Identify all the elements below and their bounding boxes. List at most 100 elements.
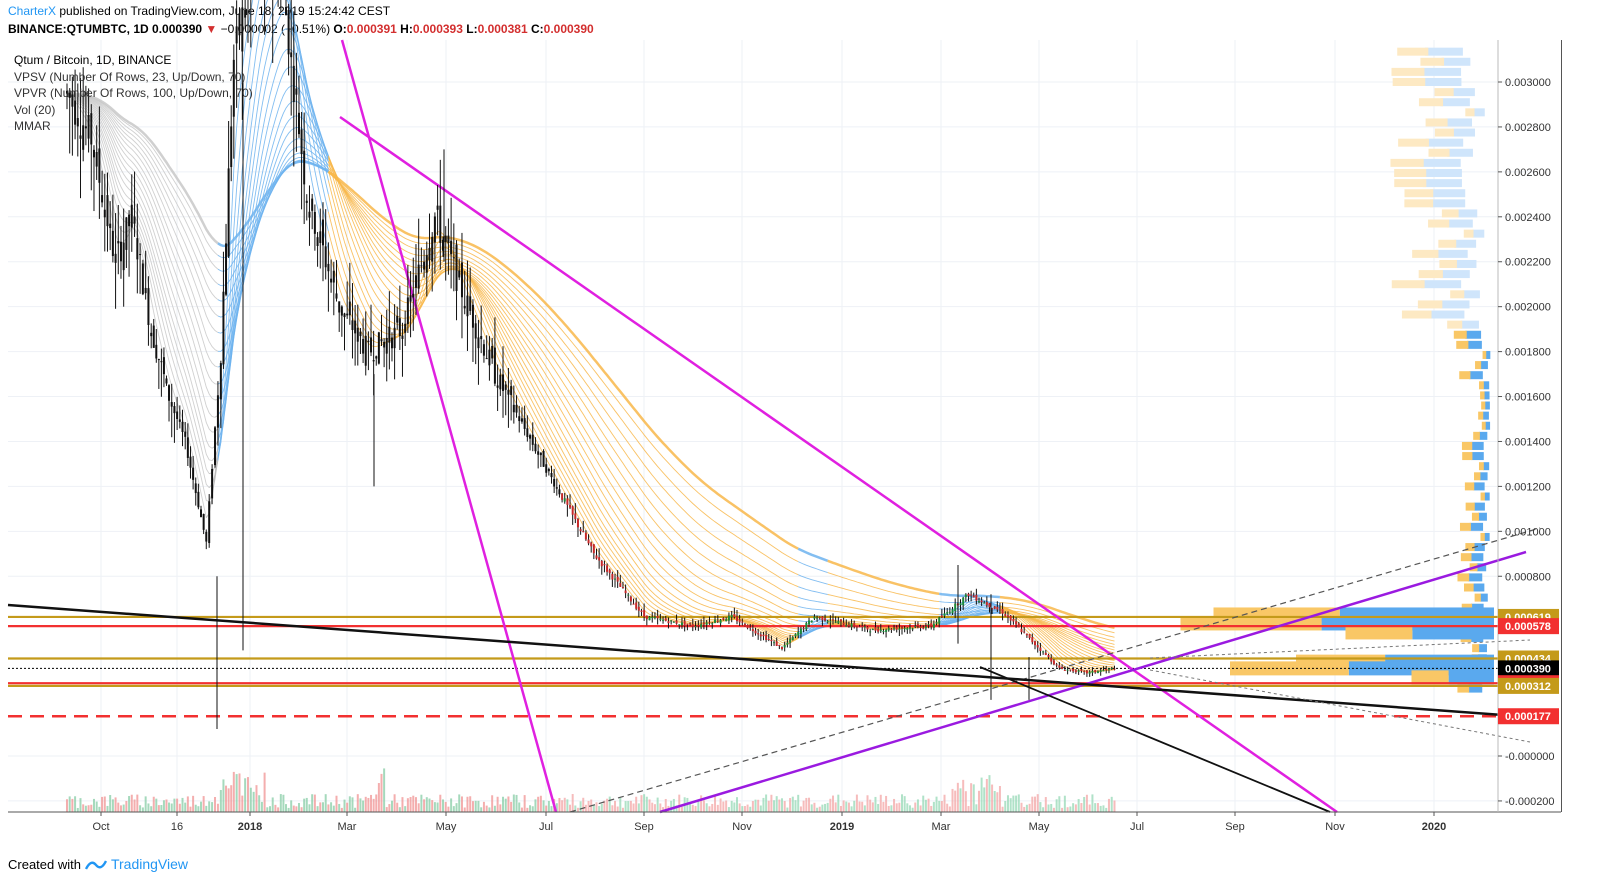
candle-body <box>324 246 327 268</box>
vpsv-row-down <box>1398 138 1429 147</box>
legend-title[interactable]: Qtum / Bitcoin, 1D, BINANCE <box>14 53 172 67</box>
volume-bar <box>678 794 681 812</box>
candle-body <box>608 569 611 574</box>
volume-bar <box>1025 804 1028 812</box>
candle-body <box>1017 623 1020 628</box>
mmar-line-3-2 <box>209 456 219 475</box>
volume-bar <box>504 798 507 812</box>
mmar-line-0-2 <box>131 227 207 518</box>
vpsv-row-up <box>1424 47 1463 56</box>
mmar-line-16-7 <box>999 606 1115 638</box>
volume-bar <box>808 797 811 812</box>
volume-bar <box>103 796 106 812</box>
volume-bar <box>335 795 338 812</box>
candle-body <box>736 616 739 622</box>
volume-bar <box>452 806 455 812</box>
volume-bar <box>998 786 1001 812</box>
candle-body <box>853 622 856 627</box>
volume-bar <box>222 779 225 812</box>
high-value: 0.000393 <box>412 22 463 36</box>
volume-bar <box>985 779 988 812</box>
volume-bar <box>523 795 526 812</box>
candle-body <box>510 386 513 395</box>
volume-bar <box>829 798 832 812</box>
vpsv-row-up <box>1472 229 1485 238</box>
legend-indicator-vpvr[interactable]: VPVR (Number Of Rows, 100, Up/Down, 70) <box>14 86 253 100</box>
candle-body <box>847 624 850 627</box>
volume-bar <box>810 804 813 812</box>
candle-body <box>691 624 694 627</box>
volume-bar <box>954 790 957 812</box>
candle-body <box>553 478 556 487</box>
candle-body <box>700 624 703 628</box>
candle-body <box>584 532 587 540</box>
candle-body <box>789 638 792 643</box>
candle-body <box>189 456 192 468</box>
volume-bar <box>230 785 233 812</box>
candle-body <box>292 65 295 103</box>
vpsv-row-down <box>1464 583 1474 592</box>
candle-body <box>200 509 203 518</box>
candle-body <box>946 612 949 614</box>
volume-bar <box>189 806 192 812</box>
volume-bar <box>303 798 306 812</box>
legend-indicator-vpsv[interactable]: VPSV (Number Of Rows, 23, Up/Down, 70) <box>14 69 246 84</box>
mmar-line-10-1 <box>66 92 219 368</box>
volume-bar <box>147 803 150 812</box>
volume-bar <box>821 804 824 812</box>
vpsv-row-down <box>1392 78 1426 86</box>
vpsv-row-down <box>1480 391 1485 400</box>
candle-body <box>119 241 122 262</box>
candle-body <box>802 628 805 630</box>
candle-body <box>442 239 445 251</box>
tradingview-brand[interactable]: TradingView <box>110 856 189 872</box>
volume-bar <box>643 794 646 812</box>
volume-bar <box>139 805 142 812</box>
candle-body <box>555 487 558 489</box>
legend-indicator-mmar[interactable]: MMAR <box>14 119 51 133</box>
volume-bar <box>354 807 357 812</box>
volume-bar <box>940 801 943 812</box>
vpsv-row-up <box>1420 280 1462 289</box>
legend-indicator-vol[interactable]: Vol (20) <box>14 102 56 117</box>
candle-body <box>152 325 155 348</box>
volume-bar <box>988 775 991 812</box>
volume-bar <box>95 801 98 812</box>
candle-body <box>295 88 298 95</box>
volume-bar <box>290 800 293 812</box>
candle-body <box>433 216 436 243</box>
candle-body <box>147 288 150 325</box>
price-tag-label-5: 0.000312 <box>1505 681 1551 693</box>
candle-body <box>600 560 603 567</box>
volume-bar <box>1001 806 1004 812</box>
volume-bar <box>746 804 749 812</box>
candle-body <box>1113 668 1116 670</box>
volume-bar <box>311 794 314 812</box>
volume-bar <box>725 800 728 812</box>
candle-body <box>141 263 144 295</box>
vpsv-row-up <box>1484 401 1490 410</box>
volume-bar <box>178 803 181 812</box>
candle-body <box>401 335 404 339</box>
candle-body <box>71 94 74 107</box>
volume-bar <box>547 800 550 812</box>
candle-body <box>743 623 746 627</box>
candle-body <box>499 374 502 390</box>
volume-bar <box>708 806 711 812</box>
candle-body <box>87 115 90 139</box>
candle-body <box>667 621 670 624</box>
candle-body <box>232 59 235 117</box>
candle-body <box>924 626 927 629</box>
candle-body <box>186 437 189 458</box>
candle-body <box>139 254 142 256</box>
author-link[interactable]: CharterX <box>8 4 57 18</box>
candle-body <box>645 615 648 620</box>
volume-bar <box>951 788 954 812</box>
volume-bar <box>150 806 153 812</box>
trendline-black-falling <box>979 666 1331 813</box>
volume-bar <box>635 796 638 812</box>
candle-body <box>547 468 550 472</box>
mmar-line-13-5 <box>827 610 940 623</box>
candle-body <box>367 340 370 343</box>
